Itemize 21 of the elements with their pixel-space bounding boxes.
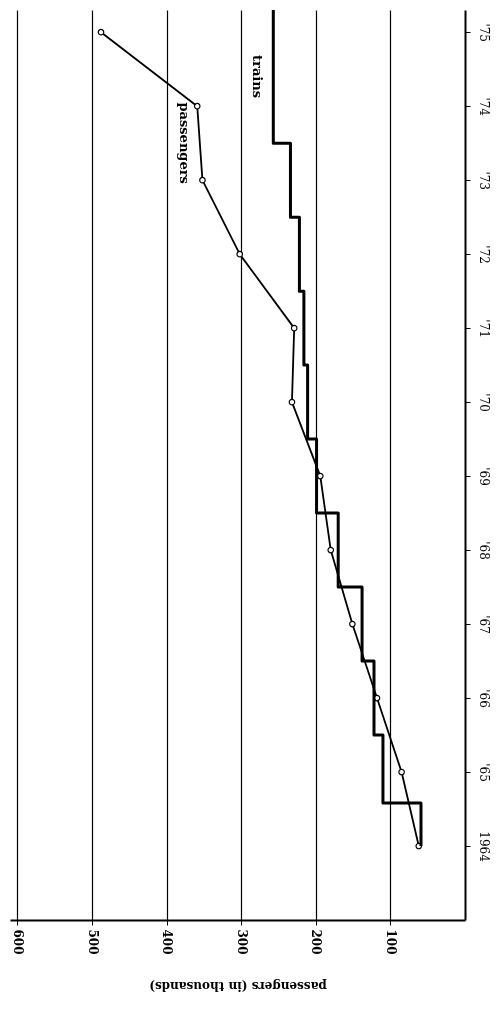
text: passengers: [176, 102, 192, 184]
y-tick-label: '69: [476, 467, 491, 486]
x-tick-label: 300: [234, 929, 249, 955]
text: trains: [250, 55, 266, 99]
y-tick-label: '68: [476, 541, 491, 560]
y-tick-label: 1964: [476, 831, 491, 863]
y-tick-label: '74: [476, 97, 491, 117]
x-tick-label: 400: [160, 929, 175, 955]
y-tick-label: '70: [476, 393, 491, 412]
y-tick-label: '71: [476, 319, 491, 338]
x-tick-label: 500: [85, 929, 100, 955]
x-tick-label: 100: [383, 929, 398, 955]
y-tick-label: '67: [476, 615, 491, 634]
x-tick-label: 200: [309, 929, 324, 955]
x-tick-label: 600: [10, 929, 25, 955]
y-tick-label: '65: [476, 763, 491, 782]
y-tick-label: '75: [476, 23, 491, 42]
y-tick-label: '73: [476, 171, 491, 190]
x-axis-title: passengers (in thousands): [149, 978, 327, 993]
y-tick-label: '66: [476, 689, 491, 708]
y-tick-label: '72: [476, 245, 491, 264]
